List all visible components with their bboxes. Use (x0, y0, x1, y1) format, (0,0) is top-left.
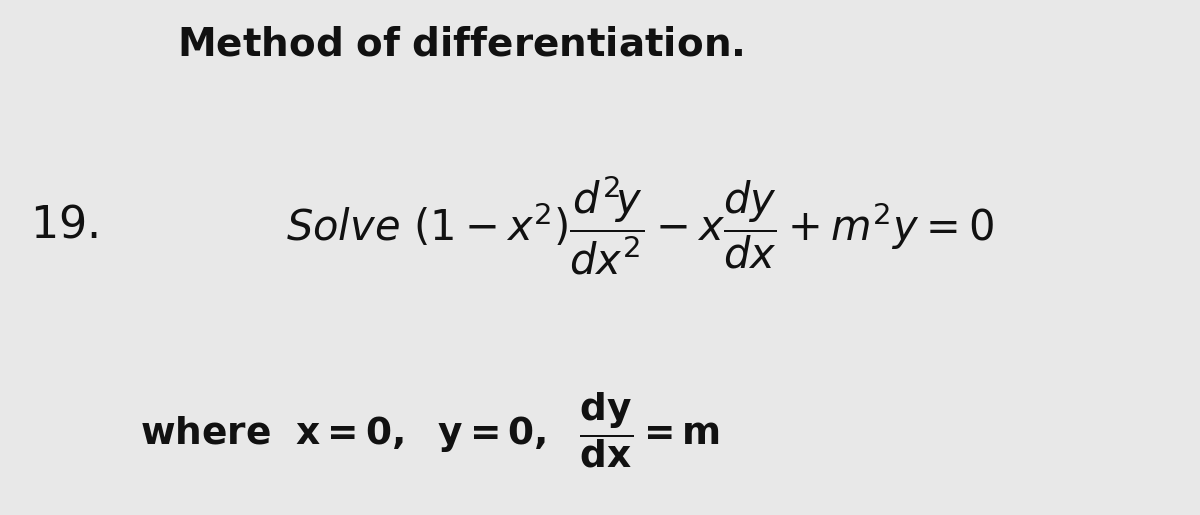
Text: $\mathit{19.}$: $\mathit{19.}$ (30, 203, 98, 247)
Text: $\bf{Method\ of\ differentiation.}$: $\bf{Method\ of\ differentiation.}$ (176, 25, 743, 63)
Text: $\it{Solve}\ \left(1-x^2\right)\dfrac{d^2\!y}{dx^2}-x\dfrac{dy}{dx}+m^2y=0$: $\it{Solve}\ \left(1-x^2\right)\dfrac{d^… (286, 174, 994, 277)
Text: $\bf{where}\ \ x=0,\ \ y=0,\ \ \dfrac{dy}{dx}=m$: $\bf{where}\ \ x=0,\ \ y=0,\ \ \dfrac{dy… (140, 390, 720, 470)
